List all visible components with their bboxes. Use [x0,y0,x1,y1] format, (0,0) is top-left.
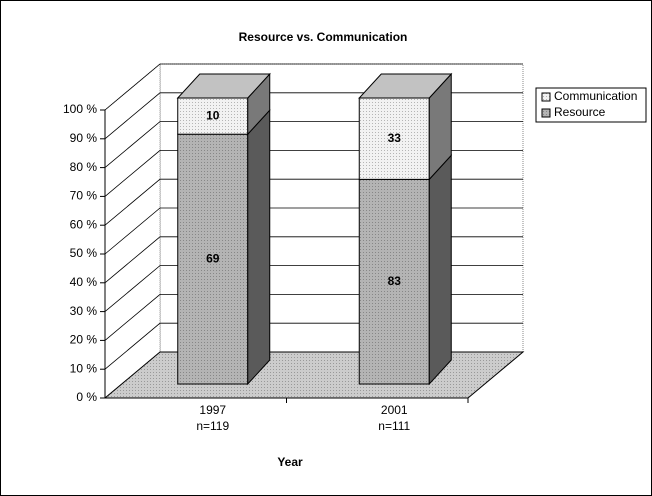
data-label: 10 [206,108,220,122]
legend-label: Communication [554,89,637,103]
y-tick-label: 40 % [70,275,98,289]
legend-label: Resource [554,105,606,119]
bar-top [176,73,271,99]
x-tick-note: n=111 [378,419,410,433]
bar-top [358,73,453,99]
y-tick-label: 50 % [70,246,98,260]
y-tick-label: 20 % [70,333,98,347]
data-label: 69 [206,251,220,265]
y-tick-label: 30 % [70,304,98,318]
y-tick-label: 70 % [70,189,98,203]
y-tick-label: 90 % [70,131,98,145]
x-axis-label: Year [277,455,303,469]
legend-box [535,87,647,123]
bar-front-dots [359,179,430,384]
bar-side [247,108,271,386]
data-label: 83 [388,274,402,288]
chart-title: Resource vs. Communication [239,30,408,44]
x-tick-label: 1997 [199,403,226,417]
bar-front-dots [177,134,248,384]
legend-swatch-dots [542,93,550,101]
bar-front-dots [177,98,248,135]
bar-side [428,154,452,386]
legend-swatch-dots [542,109,550,117]
y-tick-label: 0 % [76,390,97,404]
y-tick-label: 10 % [70,361,98,375]
grid-line [104,63,523,111]
data-label: 33 [388,131,402,145]
y-tick-label: 100 % [63,102,97,116]
y-tick-label: 80 % [70,160,98,174]
bar-front-dots [359,98,430,180]
x-tick-label: 2001 [381,403,408,417]
floor-dots [105,352,523,398]
y-tick-label: 60 % [70,217,98,231]
x-tick-note: n=119 [196,419,229,433]
